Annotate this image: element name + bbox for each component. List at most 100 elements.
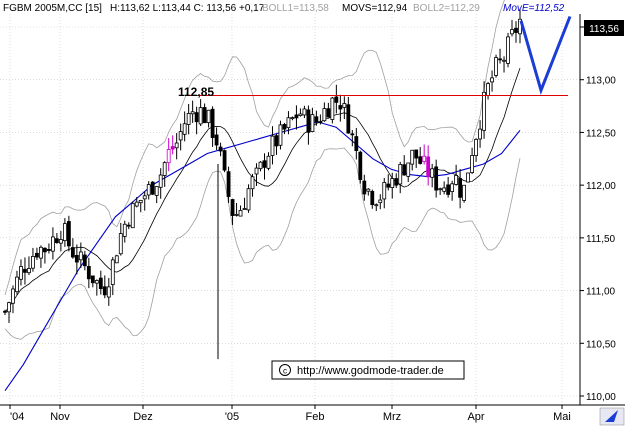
candle-body [214, 134, 219, 146]
candle-body [158, 174, 163, 188]
candle-body [446, 184, 451, 195]
candle-body [206, 109, 211, 124]
candle-body [338, 105, 343, 110]
y-tick-label: 111,00 [586, 287, 616, 298]
y-tick-label: 113,00 [586, 76, 616, 87]
candle-body [23, 268, 27, 273]
candle-body [122, 223, 127, 237]
candle-body [418, 156, 423, 164]
candle-body [310, 114, 315, 132]
candle-body [54, 238, 59, 244]
candle-body [362, 180, 367, 195]
candle-body [106, 286, 111, 298]
y-axis-ticks: 113,50113,00112,50112,00111,50111,00110,… [580, 23, 616, 403]
candlesticks [3, 9, 522, 360]
header-ohlc: H:113,62 L:113,44 C: 113,56 +0,17 [110, 3, 265, 14]
candle-body [146, 184, 151, 196]
candle-body [258, 161, 263, 170]
candle-body [198, 107, 203, 125]
candle-body [186, 113, 191, 125]
candle-body [410, 149, 415, 165]
candle-body [366, 188, 371, 192]
candle-body [478, 128, 482, 140]
projection-line [519, 15, 572, 95]
copyright-icon [279, 364, 291, 376]
candle-body [374, 204, 379, 207]
candle-body [150, 181, 155, 195]
candle-body [70, 247, 75, 258]
ema-line [4, 121, 521, 392]
last-price-badge [584, 20, 624, 36]
candle-body [322, 108, 327, 122]
candle-body [134, 201, 139, 207]
candle-body [202, 107, 207, 124]
candle-body [114, 255, 119, 264]
candle-body [398, 164, 403, 185]
candle-body [230, 199, 235, 216]
candle-body [90, 275, 95, 284]
candle-body [194, 112, 199, 123]
y-tick-label: 112,50 [586, 128, 616, 139]
candle-body [138, 199, 143, 204]
svg-text:c: c [283, 367, 287, 376]
candle-body [354, 136, 359, 151]
resistance-label: 112,85 [178, 85, 214, 99]
candle-body [466, 172, 471, 183]
candle-body [218, 146, 223, 152]
candle-body [47, 249, 51, 251]
candle-body [286, 117, 291, 129]
candle-body [238, 209, 243, 217]
ema-series [4, 121, 521, 392]
candle-body [126, 224, 131, 227]
header-move: MovE=112,52 [503, 3, 565, 14]
x-tick-label: Dez [133, 411, 153, 423]
candle-body [166, 149, 171, 164]
candle-body [27, 268, 31, 274]
candle-body [486, 83, 490, 96]
candle-body [86, 266, 91, 280]
candle-body [270, 135, 275, 156]
candle-body [210, 108, 215, 138]
candle-body [82, 254, 87, 267]
candle-body [350, 133, 355, 136]
candle-body [66, 221, 71, 247]
candle-body [35, 252, 39, 258]
y-tick-label: 110,50 [586, 339, 616, 350]
watermark-box [271, 360, 465, 380]
candle-body [430, 168, 435, 178]
candle-body [43, 247, 47, 253]
candle-body [266, 155, 271, 169]
candle-body [3, 310, 7, 313]
candle-body [78, 251, 83, 261]
candle-body [454, 175, 459, 185]
header-movs: MOVS=112,94 [342, 3, 408, 14]
candle-body [298, 113, 303, 116]
candle-body [390, 178, 395, 189]
candle-body [94, 280, 99, 284]
candle-body [246, 188, 251, 211]
chart-tool-icon [605, 410, 618, 422]
candle-body [234, 213, 239, 216]
candle-body [502, 59, 506, 62]
x-tick-label: '04 [10, 411, 24, 423]
candle-body [450, 183, 455, 193]
candle-body [142, 195, 147, 200]
candle-body [7, 302, 11, 313]
candle-body [110, 259, 115, 285]
projection-path [519, 15, 572, 95]
candle-body [378, 199, 383, 204]
candle-body [394, 178, 399, 186]
y-tick-label: 112,00 [586, 181, 616, 192]
candle-body [422, 155, 427, 163]
header-boll2: BOLL2=112,29 [413, 3, 480, 14]
candle-body [282, 124, 287, 130]
candle-body [382, 182, 387, 200]
plot-area [0, 14, 580, 404]
x-tick-label: '05 [225, 411, 239, 423]
candle-body [458, 178, 463, 198]
bollinger-lower [4, 147, 521, 340]
candle-body [290, 117, 295, 120]
candle-body [474, 138, 478, 157]
last-price-label: 113,56 [589, 24, 619, 35]
